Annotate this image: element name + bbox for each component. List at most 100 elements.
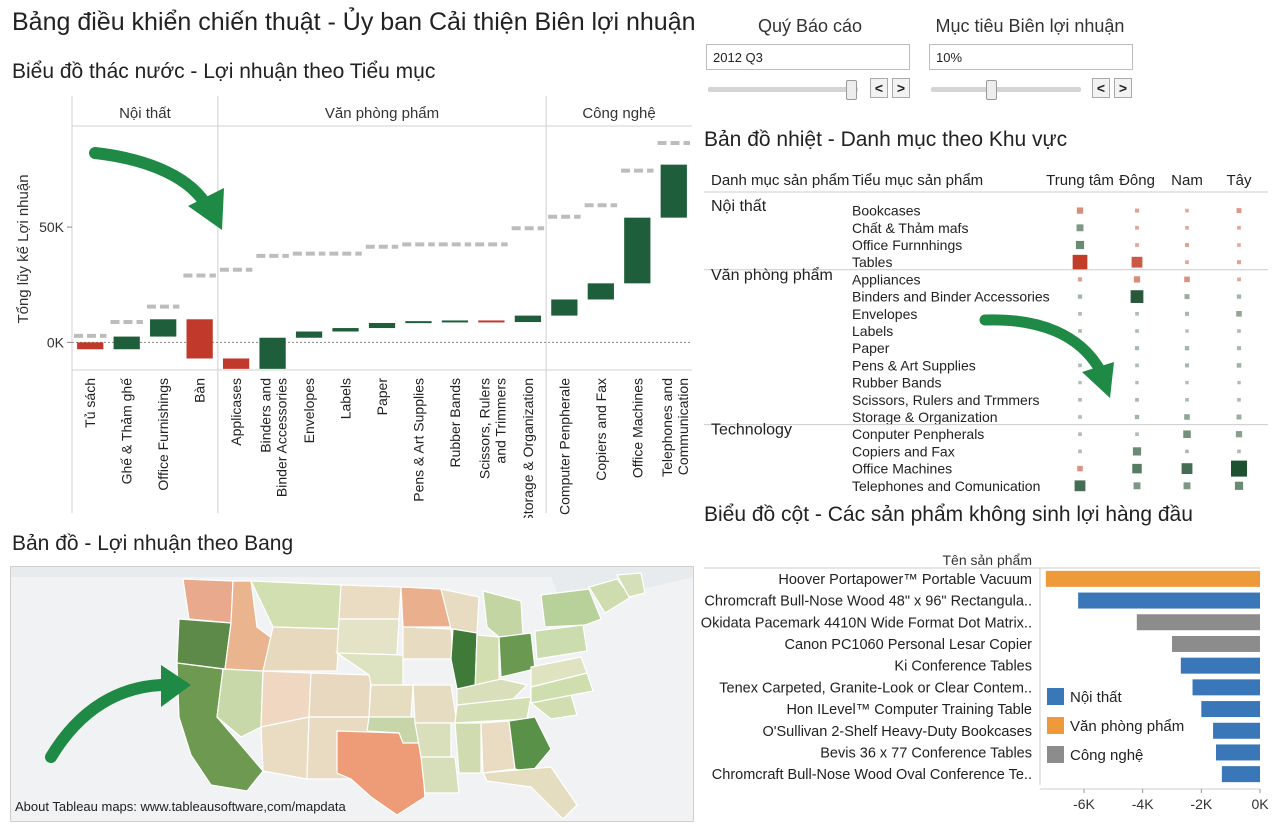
heatmap-cell[interactable] bbox=[1184, 294, 1190, 300]
heatmap-cell[interactable] bbox=[1184, 414, 1190, 420]
heatmap-cell[interactable] bbox=[1237, 380, 1241, 385]
heatmap-cell[interactable] bbox=[1237, 243, 1241, 247]
heatmap-cell[interactable] bbox=[1135, 432, 1139, 437]
waterfall-bar[interactable] bbox=[660, 164, 687, 218]
waterfall-bar[interactable] bbox=[514, 315, 542, 323]
margin-input[interactable]: 10% bbox=[929, 44, 1133, 70]
quarter-slider-handle[interactable] bbox=[845, 80, 857, 100]
heatmap-cell[interactable] bbox=[1185, 380, 1189, 385]
heatmap-cell[interactable] bbox=[1185, 208, 1189, 213]
heatmap-cell[interactable] bbox=[1078, 380, 1082, 385]
waterfall-bar[interactable] bbox=[295, 331, 323, 338]
quarter-input[interactable]: 2012 Q3 bbox=[706, 44, 910, 70]
bar[interactable] bbox=[1201, 701, 1260, 718]
heatmap-cell[interactable] bbox=[1075, 240, 1085, 250]
heatmap-cell[interactable] bbox=[1181, 463, 1193, 474]
waterfall-bar[interactable] bbox=[113, 336, 140, 350]
heatmap-cell[interactable] bbox=[1135, 225, 1139, 230]
bar[interactable] bbox=[1221, 766, 1260, 783]
waterfall-bar[interactable] bbox=[478, 320, 505, 323]
us-map[interactable]: About Tableau maps: www.tableausoftware,… bbox=[10, 566, 694, 822]
waterfall-bar[interactable] bbox=[150, 319, 177, 337]
heatmap-cell[interactable] bbox=[1133, 482, 1141, 490]
heatmap-cell[interactable] bbox=[1078, 415, 1082, 419]
heatmap-cell[interactable] bbox=[1135, 397, 1139, 402]
heatmap-cell[interactable] bbox=[1074, 480, 1086, 492]
heatmap-cell[interactable] bbox=[1236, 208, 1242, 214]
heatmap-cell[interactable] bbox=[1130, 290, 1144, 303]
heatmap-cell[interactable] bbox=[1077, 294, 1083, 299]
heatmap-cell[interactable] bbox=[1078, 449, 1082, 454]
heatmap-cell[interactable] bbox=[1078, 363, 1082, 368]
heatmap-cell[interactable] bbox=[1185, 449, 1189, 454]
heatmap-cell[interactable] bbox=[1185, 397, 1189, 402]
heatmap-cell[interactable] bbox=[1184, 346, 1190, 351]
bar[interactable] bbox=[1078, 592, 1260, 609]
heatmap-cell[interactable] bbox=[1076, 224, 1084, 232]
heatmap-cell[interactable] bbox=[1076, 207, 1084, 214]
heatmap-cell[interactable] bbox=[1078, 329, 1082, 333]
heatmap-cell[interactable] bbox=[1237, 225, 1241, 230]
heatmap-cell[interactable] bbox=[1135, 311, 1139, 316]
quarter-prev-button[interactable]: < bbox=[870, 78, 888, 98]
heatmap-cell[interactable] bbox=[1237, 397, 1241, 402]
heatmap-cell[interactable] bbox=[1235, 431, 1243, 438]
bar[interactable] bbox=[1192, 679, 1260, 696]
heatmap-cell[interactable] bbox=[1236, 346, 1242, 351]
bar[interactable] bbox=[1045, 570, 1260, 587]
heatmap-cell[interactable] bbox=[1237, 277, 1241, 282]
quarter-next-button[interactable]: > bbox=[892, 78, 910, 98]
heatmap-cell[interactable] bbox=[1077, 277, 1083, 282]
heatmap-cell[interactable] bbox=[1078, 397, 1082, 402]
heatmap-cell[interactable] bbox=[1185, 260, 1189, 265]
map-credit[interactable]: About Tableau maps: www.tableausoftware,… bbox=[15, 799, 346, 814]
margin-prev-button[interactable]: < bbox=[1092, 78, 1110, 98]
heatmap-cell[interactable] bbox=[1135, 243, 1139, 247]
heatmap-cell[interactable] bbox=[1184, 311, 1190, 316]
heatmap-cell[interactable] bbox=[1078, 432, 1082, 437]
heatmap-cell[interactable] bbox=[1184, 276, 1190, 283]
heatmap-cell[interactable] bbox=[1131, 256, 1143, 268]
heatmap-cell[interactable] bbox=[1134, 208, 1140, 213]
heatmap-cell[interactable] bbox=[1078, 311, 1082, 316]
heatmap-cell[interactable] bbox=[1132, 463, 1142, 474]
bar[interactable] bbox=[1216, 744, 1260, 761]
heatmap-cell[interactable] bbox=[1236, 294, 1242, 299]
heatmap-cell[interactable] bbox=[1135, 363, 1139, 368]
margin-slider-handle[interactable] bbox=[986, 80, 997, 100]
heatmap-cell[interactable] bbox=[1135, 329, 1139, 333]
waterfall-bar[interactable] bbox=[624, 217, 651, 284]
margin-next-button[interactable]: > bbox=[1114, 78, 1132, 98]
heatmap-cell[interactable] bbox=[1231, 460, 1247, 477]
bar[interactable] bbox=[1172, 635, 1260, 652]
waterfall-bar[interactable] bbox=[405, 321, 432, 324]
heatmap-cell[interactable] bbox=[1184, 242, 1190, 248]
bar[interactable] bbox=[1180, 657, 1260, 674]
heatmap-cell[interactable] bbox=[1236, 311, 1242, 317]
waterfall-bar[interactable] bbox=[186, 319, 213, 359]
heatmap-cell[interactable] bbox=[1237, 329, 1241, 333]
quarter-slider-track[interactable] bbox=[708, 87, 858, 92]
heatmap-cell[interactable] bbox=[1134, 414, 1140, 420]
heatmap-cell[interactable] bbox=[1132, 447, 1142, 456]
waterfall-bar[interactable] bbox=[587, 283, 614, 300]
bar[interactable] bbox=[1213, 722, 1260, 739]
waterfall-bar[interactable] bbox=[551, 299, 578, 316]
bar[interactable] bbox=[1136, 614, 1260, 631]
waterfall-bar[interactable] bbox=[222, 358, 250, 369]
heatmap-cell[interactable] bbox=[1134, 346, 1140, 351]
heatmap-cell[interactable] bbox=[1183, 430, 1191, 438]
heatmap-cell[interactable] bbox=[1237, 449, 1241, 454]
heatmap-cell[interactable] bbox=[1072, 254, 1088, 270]
heatmap-cell[interactable] bbox=[1236, 260, 1242, 265]
waterfall-bar[interactable] bbox=[368, 322, 396, 329]
heatmap-cell[interactable] bbox=[1236, 363, 1242, 368]
waterfall-bar[interactable] bbox=[259, 337, 286, 369]
heatmap-cell[interactable] bbox=[1077, 465, 1083, 472]
heatmap-cell[interactable] bbox=[1183, 482, 1191, 490]
waterfall-bar[interactable] bbox=[441, 320, 469, 323]
heatmap-cell[interactable] bbox=[1234, 481, 1244, 490]
waterfall-bar[interactable] bbox=[77, 342, 104, 350]
heatmap-cell[interactable] bbox=[1135, 380, 1139, 385]
heatmap-cell[interactable] bbox=[1185, 329, 1189, 333]
